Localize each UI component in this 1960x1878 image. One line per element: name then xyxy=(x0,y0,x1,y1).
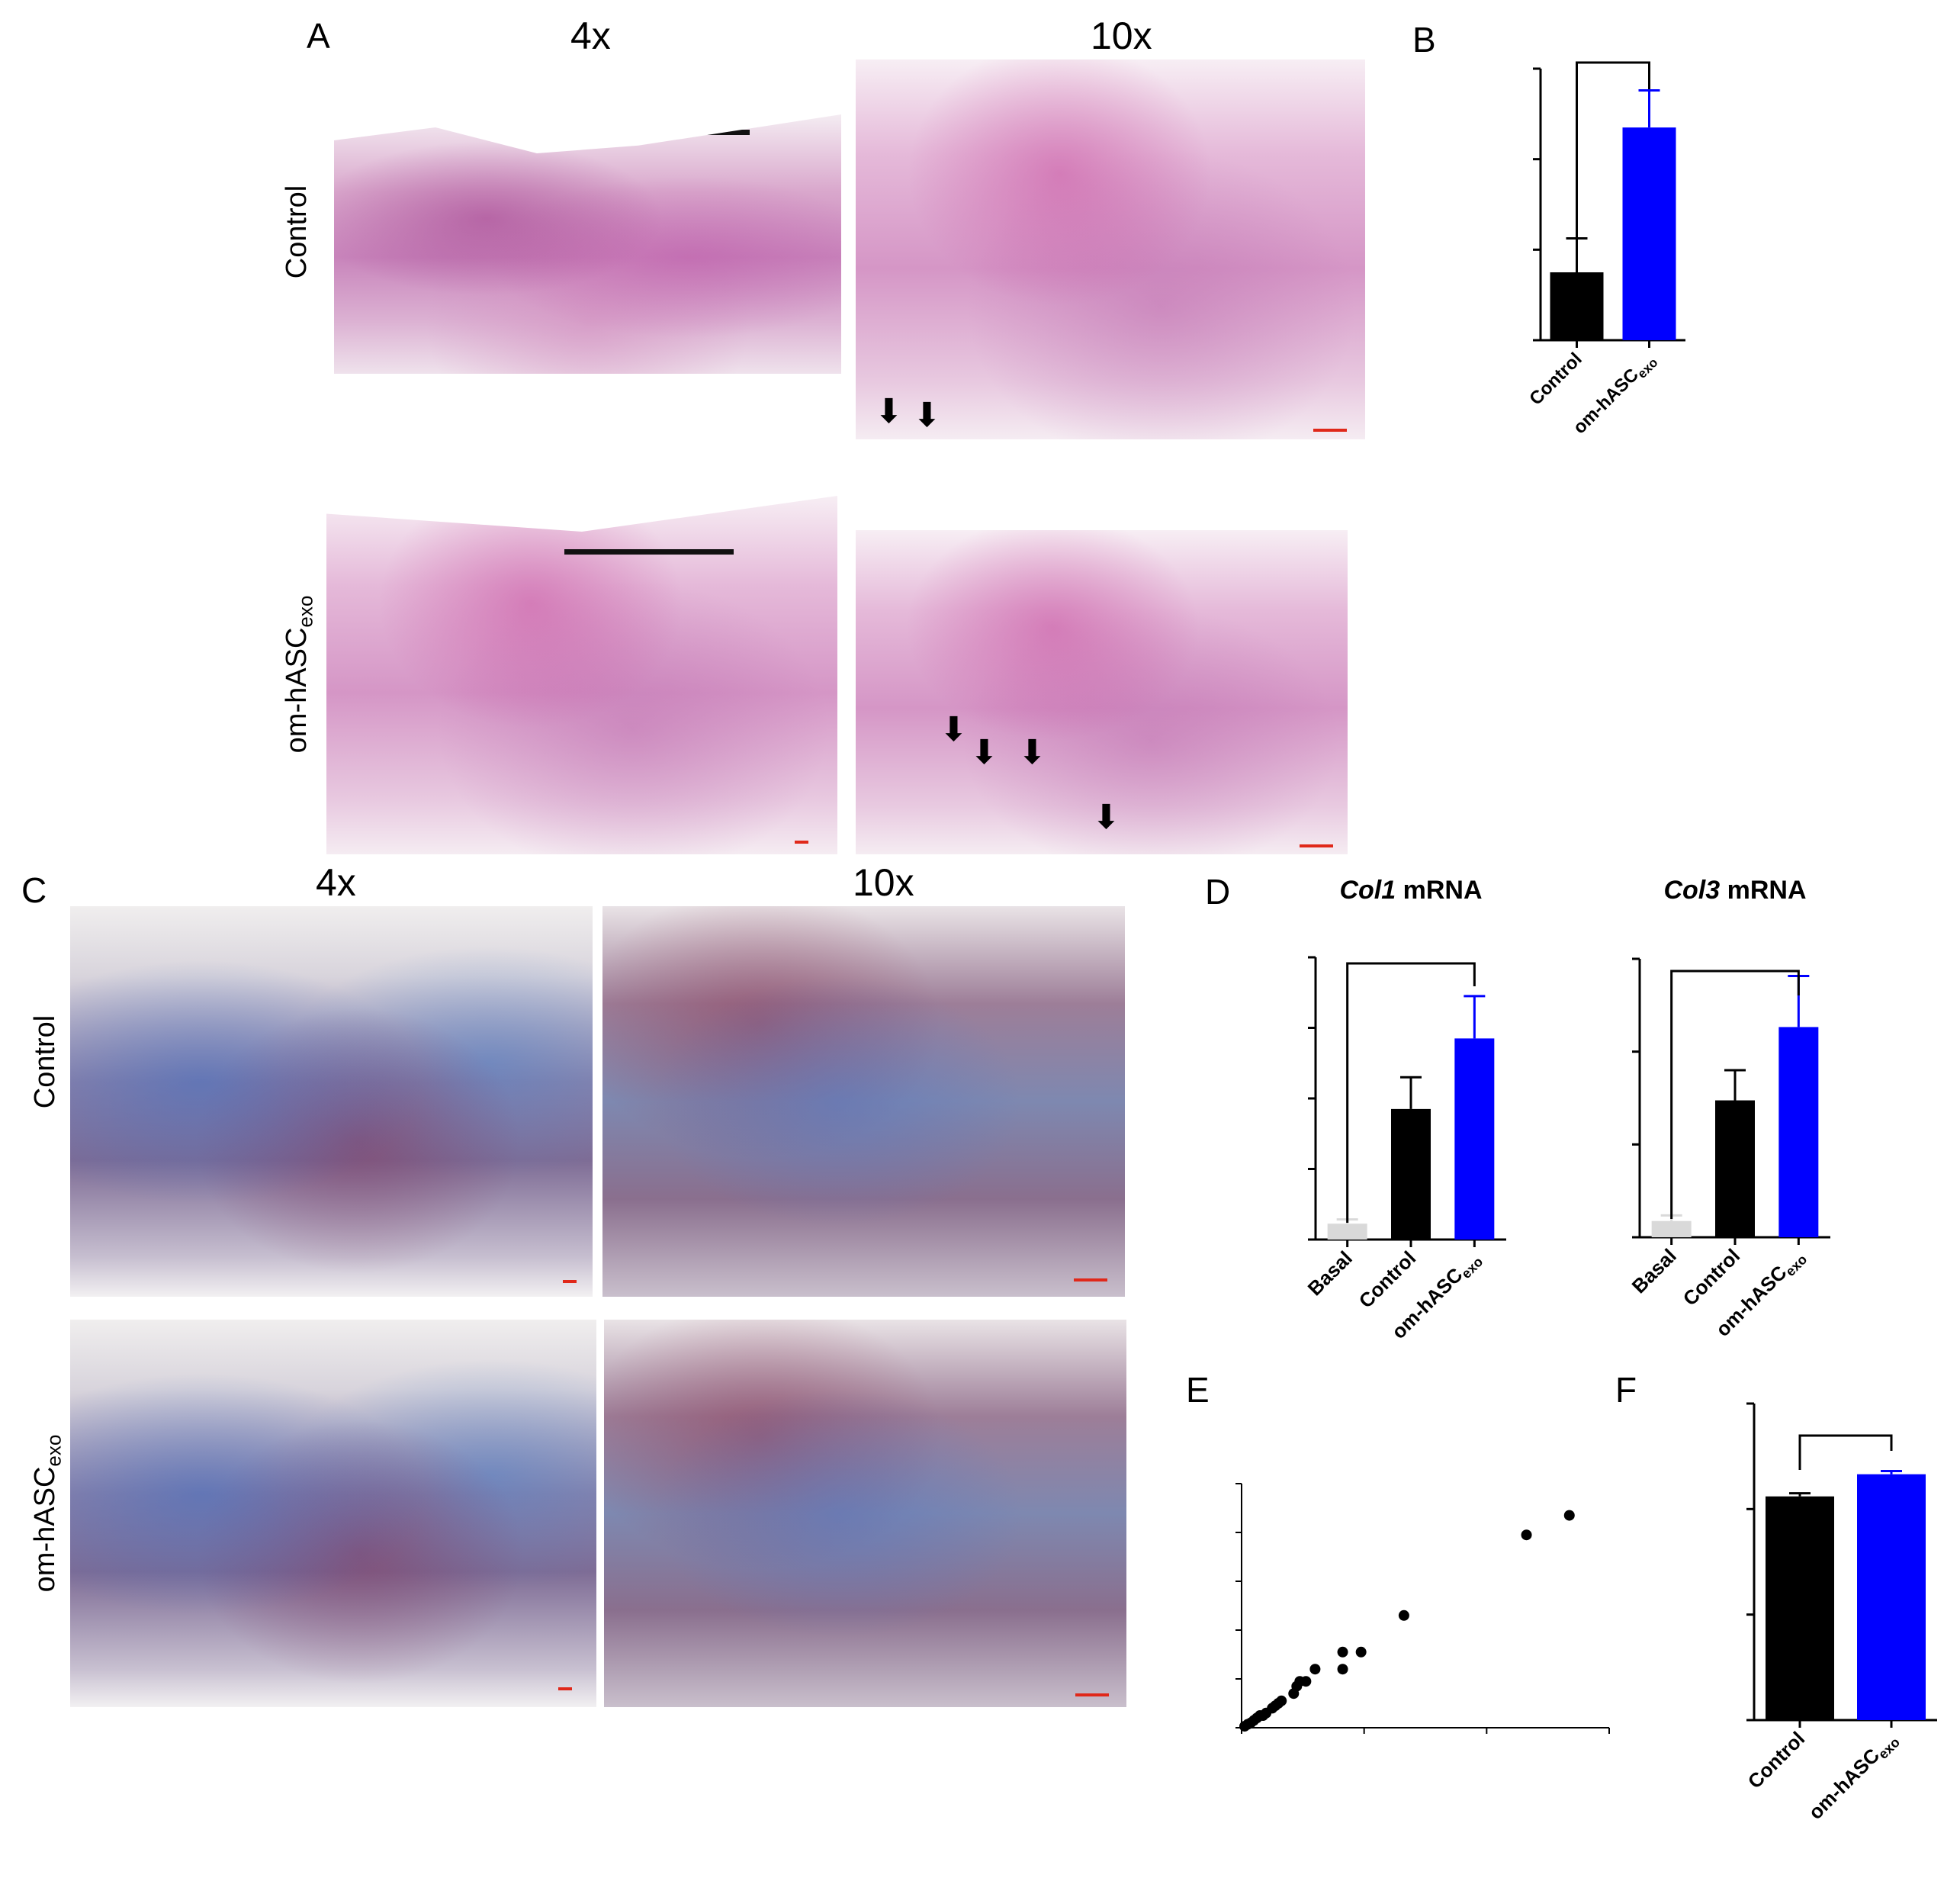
he-control-10x-image: ⬇ ⬇ xyxy=(856,59,1365,439)
scatter-point xyxy=(1309,1664,1321,1675)
mt-treated-4x-image xyxy=(70,1320,596,1707)
bar xyxy=(1715,1100,1755,1237)
scale-bar xyxy=(795,841,808,844)
panel-b-label: B xyxy=(1412,20,1436,59)
vessel-arrow: ⬇ xyxy=(875,393,903,430)
bar xyxy=(1766,1496,1834,1720)
mt-treated-10x-image xyxy=(604,1320,1126,1707)
he-treated-4x-image xyxy=(326,496,837,854)
x-tick-label: Basal xyxy=(1303,1246,1357,1300)
vessel-arrow: ⬇ xyxy=(940,711,968,748)
scatter-point xyxy=(1355,1646,1367,1658)
wound-width-bar xyxy=(564,549,734,555)
he-control-4x-image xyxy=(334,114,841,374)
scatter-point xyxy=(1337,1646,1348,1658)
x-tick-label: Control xyxy=(1525,349,1586,409)
bar xyxy=(1327,1224,1367,1240)
panel-a-mag-10x: 10x xyxy=(1091,14,1152,57)
x-tick-label-main: om-hASC xyxy=(1570,365,1643,438)
x-tick-label: Control xyxy=(1743,1727,1810,1793)
significance-bracket xyxy=(1576,61,1650,238)
panel-c-mag-10x: 10x xyxy=(853,861,914,904)
scale-bar xyxy=(558,1687,572,1690)
x-tick-label: Basal xyxy=(1627,1244,1681,1298)
bar xyxy=(1550,272,1604,340)
panel-a-row-control-label: Control xyxy=(281,185,313,279)
chart-title-rest: mRNA xyxy=(1720,876,1806,905)
panel-a-row-treated-label: om-hASCexo xyxy=(281,595,317,754)
significance-bracket xyxy=(1670,970,1800,1219)
x-tick-label: Control xyxy=(1354,1246,1421,1313)
panel-c-mag-4x: 4x xyxy=(316,861,356,904)
scale-bar xyxy=(1300,844,1333,847)
panel-c-row-control-label: Control xyxy=(29,1015,61,1109)
bar xyxy=(1622,127,1676,340)
bar xyxy=(1857,1474,1926,1720)
vessel-arrow: ⬇ xyxy=(970,734,998,771)
panel-c-label: C xyxy=(21,870,47,910)
x-tick-label-main: om-hASC xyxy=(1804,1744,1884,1824)
panel-e-label: E xyxy=(1186,1370,1210,1410)
mt-control-4x-image xyxy=(70,906,593,1297)
bar xyxy=(1778,1027,1819,1237)
x-tick-label-main: Control xyxy=(1679,1244,1745,1310)
panel-c-row-treated-label: om-hASCexo xyxy=(29,1434,66,1593)
chart-title: Col3 mRNA xyxy=(1663,876,1806,905)
significance-bracket xyxy=(1798,1434,1893,1470)
x-tick-label: Control xyxy=(1679,1244,1745,1310)
chart-title-rest: mRNA xyxy=(1396,876,1482,905)
bar xyxy=(1454,1038,1495,1240)
panel-d-label: D xyxy=(1205,872,1231,912)
scatter-point xyxy=(1300,1676,1312,1687)
panel-e-chart xyxy=(1235,1483,1610,1734)
vessel-arrow: ⬇ xyxy=(1092,799,1120,836)
x-tick-label-main: Control xyxy=(1525,349,1586,409)
wound-width-bar xyxy=(513,130,750,135)
x-tick-label-main: Basal xyxy=(1627,1244,1681,1298)
scale-bar xyxy=(1074,1278,1107,1281)
scale-bar xyxy=(1075,1693,1109,1696)
scatter-point xyxy=(1521,1529,1532,1541)
chart-title-gene: Col3 xyxy=(1663,876,1720,905)
scatter-point xyxy=(1398,1609,1409,1621)
scale-bar xyxy=(1313,429,1347,432)
panel-a-mag-4x: 4x xyxy=(570,14,611,57)
chart-title: Col1 mRNA xyxy=(1339,876,1482,905)
he-treated-10x-image: ⬇ ⬇ ⬇ ⬇ xyxy=(856,530,1348,854)
bar xyxy=(1651,1220,1692,1237)
vessel-arrow: ⬇ xyxy=(1018,734,1046,771)
scatter-point xyxy=(1337,1664,1348,1675)
panel-f-label: F xyxy=(1615,1370,1637,1410)
significance-bracket xyxy=(1346,962,1476,1223)
x-tick-label-main: Control xyxy=(1743,1727,1810,1793)
mt-control-10x-image xyxy=(602,906,1125,1297)
bar xyxy=(1391,1108,1431,1240)
x-tick-label-main: Control xyxy=(1354,1246,1421,1313)
x-tick-label-main: Basal xyxy=(1303,1246,1357,1300)
scatter-point xyxy=(1563,1510,1575,1521)
vessel-arrow: ⬇ xyxy=(913,397,941,434)
panel-a-label: A xyxy=(307,16,330,56)
x-tick-label: om-hASCexo xyxy=(1804,1727,1903,1826)
scale-bar xyxy=(563,1280,577,1283)
chart-title-gene: Col1 xyxy=(1339,876,1396,905)
scatter-point xyxy=(1276,1695,1287,1706)
